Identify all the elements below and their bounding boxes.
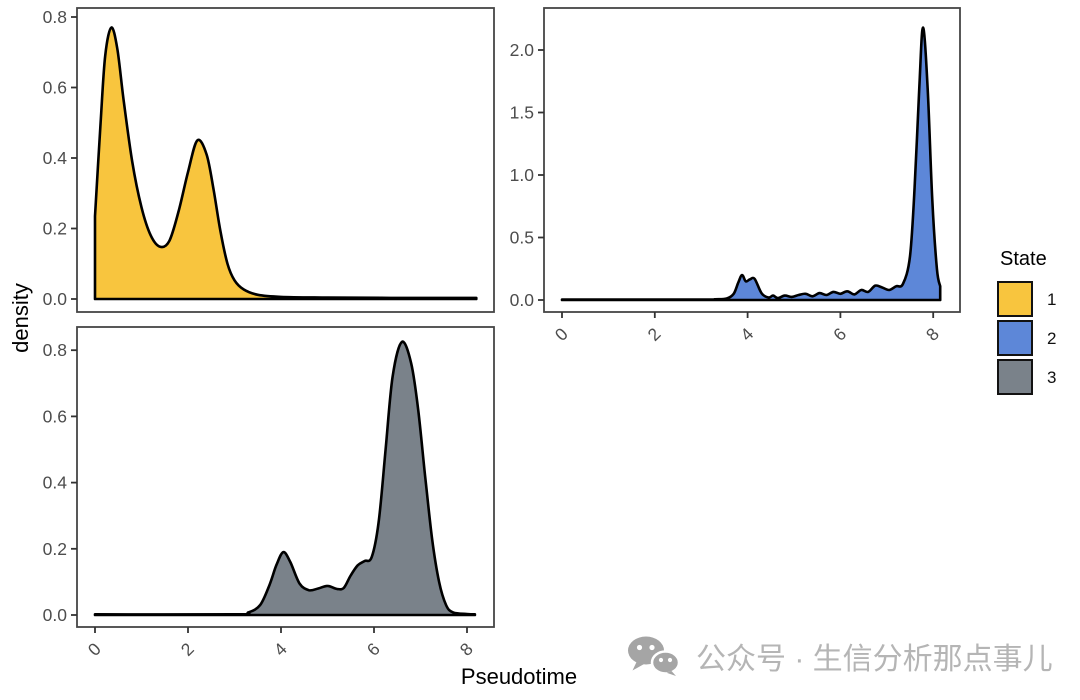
y-tick-label: 1.0 — [510, 165, 535, 185]
legend-item-state-2: 2 — [997, 320, 1056, 356]
legend: State 1 2 3 — [997, 249, 1056, 398]
facet-panel-state-1 — [76, 7, 495, 313]
legend-swatch — [997, 281, 1033, 317]
density-curve-state-3 — [93, 340, 477, 617]
x-tick-label: 2 — [644, 324, 665, 345]
facet-state-2: 0.0 0.5 1.0 1.5 2.0 0 2 4 6 8 — [510, 7, 961, 345]
x-tick-label: 4 — [270, 639, 291, 660]
y-tick-label: 0.0 — [43, 289, 68, 309]
y-tick-label: 0.4 — [43, 148, 68, 168]
x-tick-label: 0 — [84, 639, 105, 660]
x-tick-label: 6 — [363, 639, 384, 660]
y-tick-label: 0.2 — [43, 539, 67, 559]
y-tick-label: 0.6 — [43, 78, 67, 98]
wechat-icon — [628, 636, 681, 676]
y-tick-label: 0.8 — [43, 340, 67, 360]
x-tick-label: 8 — [922, 324, 943, 345]
y-tick-label: 0.6 — [43, 406, 67, 426]
legend-item-state-3: 3 — [997, 359, 1056, 395]
y-tick-label: 2.0 — [510, 40, 535, 60]
y-tick-label: 0.0 — [43, 605, 68, 625]
x-tick-label: 8 — [456, 639, 477, 660]
y-tick-label: 0.4 — [43, 473, 68, 493]
legend-item-state-1: 1 — [997, 281, 1056, 317]
x-tick-label: 6 — [829, 324, 850, 345]
density-curve-state-1 — [93, 26, 478, 301]
y-tick-label: 0.8 — [43, 7, 67, 27]
x-tick-label: 4 — [736, 324, 757, 345]
density-curve-state-2 — [560, 26, 942, 302]
y-tick-label: 0.0 — [510, 290, 535, 310]
y-axis-title: density — [8, 283, 33, 353]
facet-panel-state-2 — [543, 7, 961, 313]
facet-state-3: 0.0 0.2 0.4 0.6 0.8 0 2 4 6 8 — [43, 326, 495, 660]
legend-title: State — [1000, 248, 1047, 270]
x-tick-label: 2 — [177, 639, 198, 660]
watermark-text: 公众号 · 生信分析那点事儿 — [696, 643, 1053, 676]
y-tick-label: 0.2 — [43, 219, 67, 239]
legend-item-label: 3 — [1047, 367, 1057, 387]
legend-swatch — [997, 359, 1033, 395]
legend-swatch — [997, 320, 1033, 356]
legend-items: 1 2 3 — [997, 281, 1056, 395]
facet-state-1: 0.0 0.2 0.4 0.6 0.8 — [43, 7, 495, 313]
legend-item-label: 2 — [1047, 328, 1057, 348]
x-tick-label: 0 — [551, 324, 572, 345]
legend-item-label: 1 — [1047, 289, 1057, 309]
y-tick-label: 1.5 — [510, 103, 534, 123]
facet-panel-state-3 — [76, 326, 495, 628]
watermark: 公众号 · 生信分析那点事儿 — [627, 634, 1053, 678]
x-axis-title: Pseudotime — [460, 664, 578, 689]
y-tick-label: 0.5 — [510, 228, 534, 248]
